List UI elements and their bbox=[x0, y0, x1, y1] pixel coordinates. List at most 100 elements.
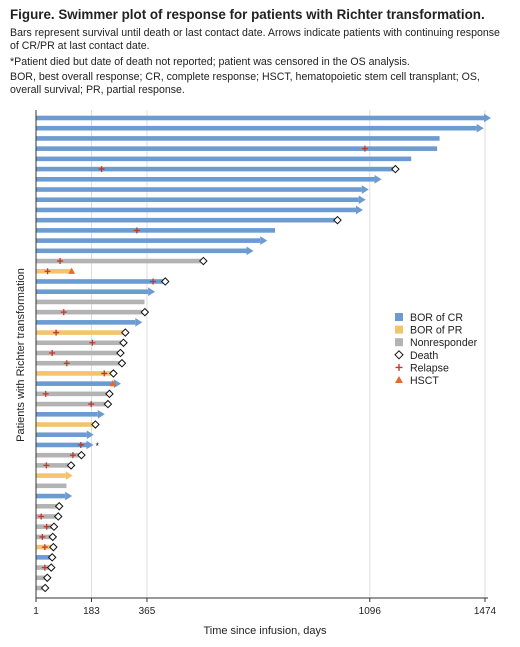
death-marker bbox=[40, 583, 50, 593]
relapse-marker bbox=[77, 441, 84, 448]
patient-bar bbox=[36, 452, 82, 458]
patient-row bbox=[36, 299, 145, 305]
relapse-marker bbox=[69, 452, 76, 459]
death-marker bbox=[160, 277, 170, 286]
patient-row bbox=[36, 491, 73, 501]
patient-row bbox=[36, 123, 484, 133]
patient-row bbox=[36, 483, 67, 489]
death-marker bbox=[116, 348, 125, 358]
relapse-marker bbox=[44, 268, 51, 275]
relapse-marker bbox=[49, 350, 56, 356]
patient-row bbox=[36, 287, 156, 296]
patient-row bbox=[36, 430, 94, 440]
death-marker bbox=[140, 307, 150, 317]
hsct-marker bbox=[109, 380, 117, 387]
relapse-marker bbox=[43, 462, 50, 469]
patient-row bbox=[36, 328, 130, 337]
patient-row bbox=[36, 358, 127, 368]
patient-bar bbox=[36, 514, 59, 519]
x-tick-label: 1474 bbox=[474, 606, 497, 617]
death-marker bbox=[66, 461, 76, 470]
continuing-response-arrow bbox=[355, 205, 363, 215]
continuing-response-arrow bbox=[374, 175, 382, 184]
patient-row bbox=[36, 113, 491, 123]
legend-diamond bbox=[394, 350, 404, 360]
relapse-marker bbox=[39, 533, 46, 540]
continuing-response-arrow bbox=[358, 195, 366, 205]
patient-row bbox=[36, 348, 125, 358]
patient-bar bbox=[36, 442, 87, 448]
legend-label: BOR of CR bbox=[410, 312, 463, 324]
figure-description: Bars represent survival until death or l… bbox=[10, 27, 500, 52]
patient-row bbox=[36, 410, 105, 419]
patient-bar bbox=[36, 371, 114, 376]
relapse-marker bbox=[98, 166, 105, 173]
death-marker bbox=[91, 420, 100, 429]
death-marker bbox=[333, 215, 342, 225]
patient-row bbox=[36, 277, 170, 286]
patient-bars: * bbox=[36, 113, 491, 593]
death-marker bbox=[49, 542, 58, 552]
patient-bar bbox=[36, 381, 114, 386]
legend-swatch bbox=[395, 338, 403, 347]
patient-bar bbox=[36, 217, 338, 223]
relapse-marker bbox=[57, 258, 64, 265]
patient-bar bbox=[36, 585, 46, 591]
legend-label: Death bbox=[410, 350, 438, 362]
legend-triangle bbox=[395, 376, 403, 383]
patient-row bbox=[36, 379, 121, 388]
patient-bar bbox=[36, 146, 438, 151]
patient-bar bbox=[36, 279, 166, 284]
patient-bar bbox=[36, 125, 477, 131]
patient-row bbox=[36, 461, 76, 470]
patient-bar bbox=[36, 187, 362, 192]
patient-bar bbox=[36, 412, 98, 417]
patient-bar bbox=[36, 258, 204, 264]
relapse-marker bbox=[88, 401, 95, 408]
patient-bar bbox=[36, 228, 275, 233]
patient-row bbox=[36, 369, 118, 378]
relapse-marker bbox=[133, 227, 140, 234]
patient-row bbox=[36, 338, 128, 348]
legend-label: Relapse bbox=[410, 362, 449, 374]
patient-bar bbox=[36, 493, 66, 499]
x-tick-label: 183 bbox=[83, 606, 100, 617]
patient-row bbox=[36, 236, 268, 245]
patient-row bbox=[36, 164, 400, 174]
x-axis-title: Time since infusion, days bbox=[203, 625, 327, 637]
continuing-response-arrow bbox=[113, 379, 121, 388]
continuing-response-arrow bbox=[86, 440, 94, 450]
x-tick-label: 1096 bbox=[359, 606, 382, 617]
death-marker bbox=[109, 369, 118, 378]
axes: 1 183 365 1096 1474 bbox=[33, 110, 497, 617]
patient-row bbox=[36, 205, 363, 215]
relapse-marker bbox=[41, 564, 48, 571]
patient-row bbox=[36, 573, 52, 583]
relapse-marker bbox=[38, 513, 45, 520]
continuing-response-arrow bbox=[97, 410, 105, 419]
death-marker bbox=[77, 450, 86, 460]
patient-bar bbox=[36, 555, 53, 560]
patient-bar bbox=[36, 391, 110, 397]
patient-bar bbox=[36, 166, 396, 172]
patient-row bbox=[36, 542, 58, 552]
patient-bar bbox=[36, 177, 375, 182]
patient-row bbox=[36, 145, 438, 152]
patient-bar bbox=[36, 289, 149, 294]
patient-row bbox=[36, 256, 208, 266]
patient-bar bbox=[36, 575, 48, 581]
patient-row bbox=[36, 399, 113, 409]
figure-abbreviations: BOR, best overall response; CR, complete… bbox=[10, 71, 480, 96]
death-marker bbox=[47, 553, 57, 562]
patient-bar bbox=[36, 156, 412, 162]
continuing-response-arrow bbox=[65, 471, 73, 480]
death-marker bbox=[121, 328, 130, 337]
patient-row bbox=[36, 471, 73, 480]
death-marker bbox=[199, 256, 208, 266]
death-marker bbox=[48, 532, 58, 542]
relapse-marker bbox=[43, 523, 50, 530]
patient-bar bbox=[36, 320, 136, 325]
patient-bar bbox=[36, 309, 145, 315]
continuing-response-arrow bbox=[361, 185, 369, 194]
death-marker bbox=[53, 512, 63, 521]
